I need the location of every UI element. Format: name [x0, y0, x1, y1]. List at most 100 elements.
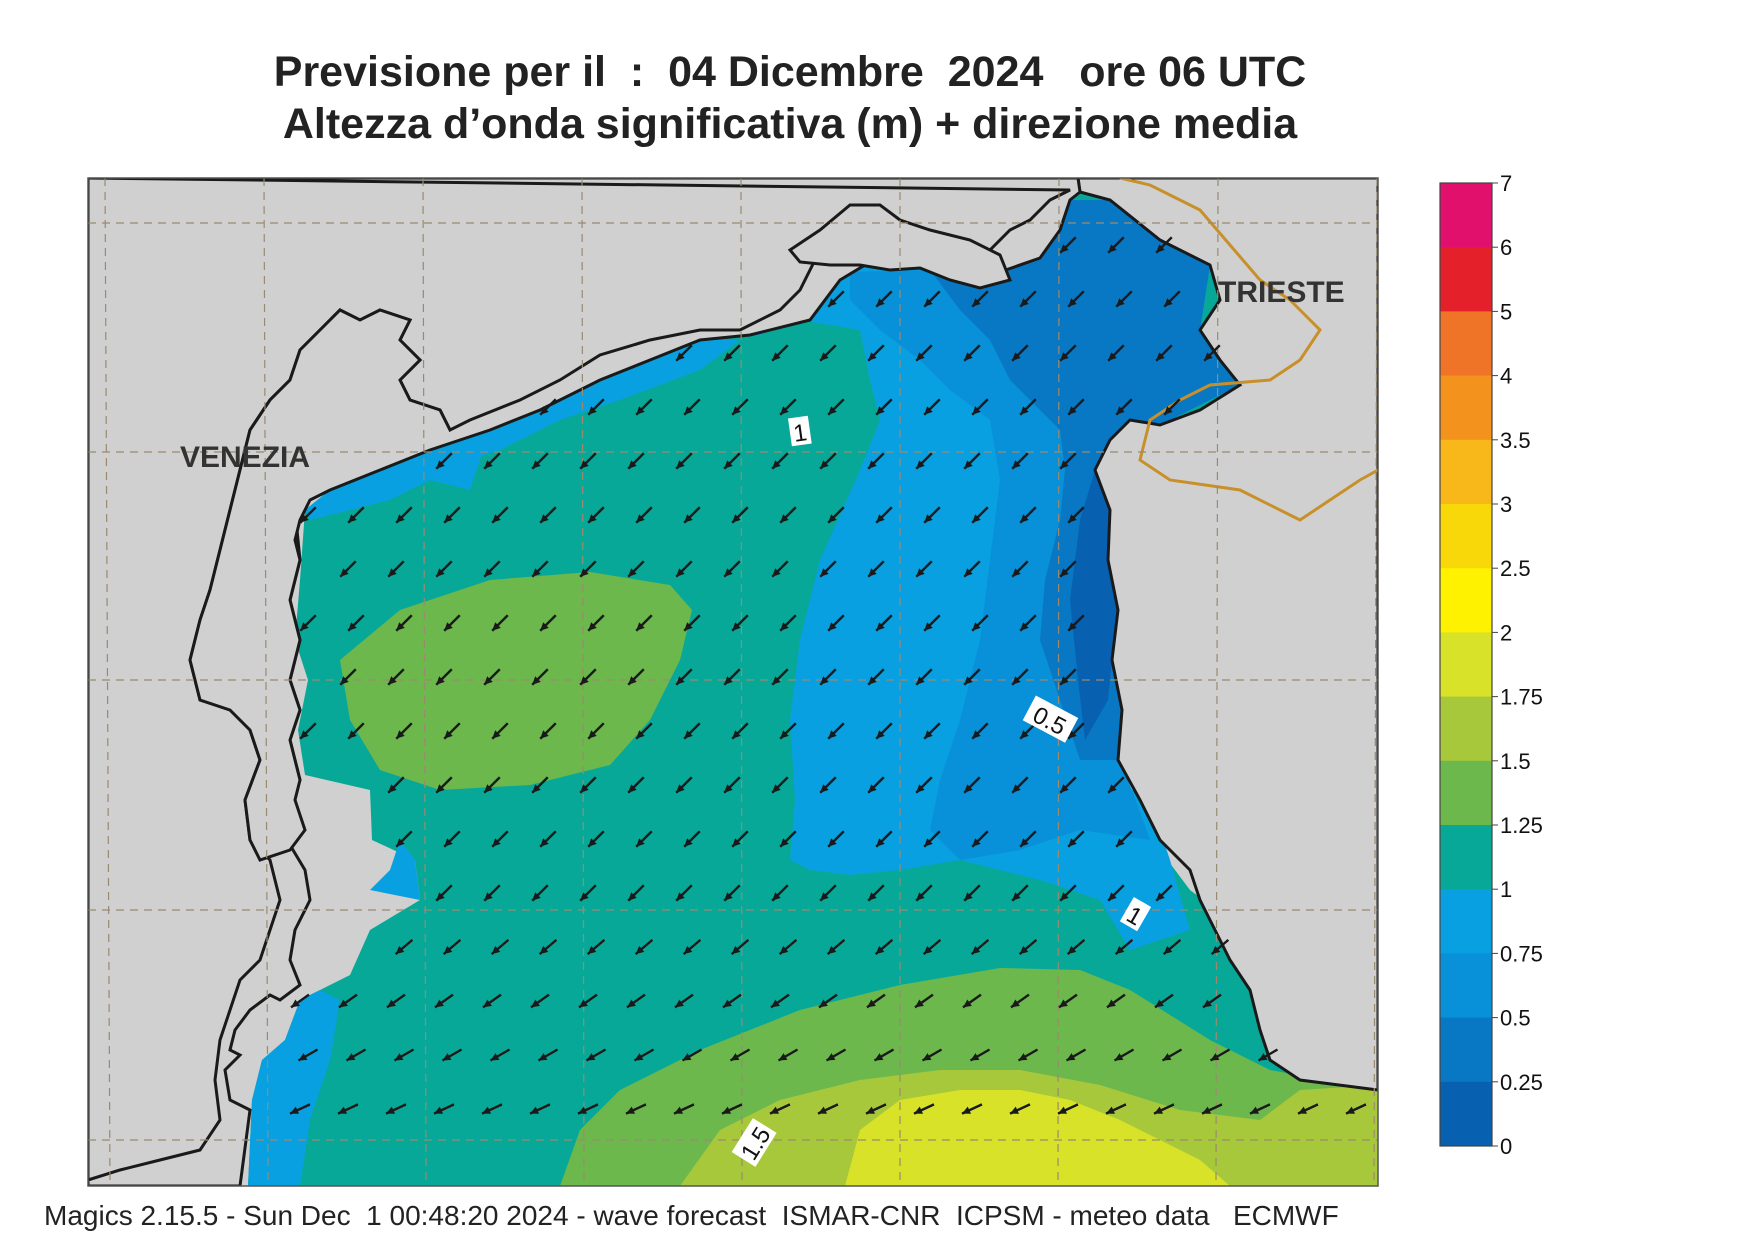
direction-arrow-head [674, 1106, 684, 1114]
direction-arrow-head [876, 406, 885, 415]
direction-arrow-head [435, 999, 444, 1008]
direction-arrow-head [436, 676, 445, 685]
svg-text:1: 1 [792, 419, 809, 448]
direction-arrow-head [876, 622, 885, 631]
direction-arrow-head [1156, 244, 1165, 253]
direction-arrow-head [820, 784, 829, 793]
direction-arrow-head [1012, 460, 1021, 469]
direction-arrow-head [972, 406, 981, 415]
direction-arrow-head [484, 892, 493, 901]
direction-arrow-head [1012, 676, 1021, 685]
direction-arrow-head [1012, 784, 1021, 793]
direction-arrow-head [1060, 892, 1069, 901]
graticule [88, 178, 1378, 1186]
direction-arrow-head [1108, 892, 1117, 901]
direction-arrow-head [1298, 1106, 1308, 1114]
legend-swatch [1440, 953, 1492, 1019]
direction-arrow-head [914, 1106, 924, 1114]
direction-arrow-head [532, 568, 541, 577]
direction-arrow-head [1250, 1106, 1260, 1114]
legend-label: 1.75 [1500, 685, 1543, 710]
direction-arrow-head [1068, 838, 1077, 847]
legend-label: 1.25 [1500, 813, 1543, 838]
direction-arrow-head [1108, 244, 1117, 253]
direction-arrow-head [1116, 406, 1125, 415]
direction-arrow-head [963, 999, 972, 1008]
legend-swatch [1440, 696, 1492, 762]
direction-arrow-head [1164, 298, 1173, 307]
direction-arrow-head [915, 999, 924, 1008]
direction-arrow-head [723, 999, 732, 1008]
direction-arrow-head [867, 999, 876, 1008]
direction-arrow-head [636, 406, 645, 415]
direction-arrow-head [683, 945, 693, 955]
direction-arrow-head [492, 622, 501, 631]
direction-arrow-head [876, 514, 885, 523]
direction-arrow-head [1060, 676, 1069, 685]
direction-arrow-head [876, 730, 885, 739]
direction-arrow-head [916, 676, 925, 685]
direction-arrow-head [300, 622, 309, 631]
direction-arrow-head [924, 514, 933, 523]
direction-arrow-head [539, 945, 549, 955]
direction-arrow-head [588, 730, 597, 739]
legend-frame [1439, 182, 1493, 1147]
direction-arrow-head [532, 892, 541, 901]
direction-arrow-head [828, 730, 837, 739]
direction-arrow-head [772, 460, 781, 469]
direction-arrow-head [628, 784, 637, 793]
direction-arrow-head [1068, 298, 1077, 307]
legend-label: 0 [1500, 1134, 1512, 1159]
direction-arrow-head [580, 784, 589, 793]
direction-arrow-head [340, 568, 349, 577]
city-label-venezia: VENEZIA [180, 441, 310, 474]
direction-arrow-head [676, 352, 685, 361]
direction-arrow-head [972, 730, 981, 739]
direction-arrow-head [1020, 406, 1029, 415]
direction-arrow-head [1258, 1053, 1268, 1061]
direction-arrow-head [626, 1106, 636, 1114]
direction-arrow-head [972, 514, 981, 523]
direction-arrow-head [298, 1053, 308, 1061]
legend-label: 1 [1500, 877, 1512, 902]
direction-arrow-head [1010, 1106, 1020, 1114]
direction-arrow-head [492, 730, 501, 739]
direction-arrow-head [532, 676, 541, 685]
direction-arrow-head [1116, 298, 1125, 307]
direction-arrow-head [820, 676, 829, 685]
legend-swatch [1440, 504, 1492, 569]
direction-arrow-head [1204, 352, 1213, 361]
direction-arrow-head [772, 676, 781, 685]
direction-arrow-head [724, 460, 733, 469]
direction-arrow-head [484, 460, 493, 469]
legend-label: 3 [1500, 492, 1512, 517]
direction-arrow-head [868, 892, 877, 901]
direction-arrow-head [730, 1053, 740, 1061]
direction-arrow-head [580, 568, 589, 577]
legend-swatch [1440, 632, 1492, 698]
legend-swatch [1440, 825, 1492, 890]
direction-arrow-head [436, 892, 445, 901]
legend-swatch [1440, 1081, 1492, 1147]
direction-arrow-head [924, 622, 933, 631]
direction-arrow-head [580, 676, 589, 685]
direction-arrow-head [484, 784, 493, 793]
direction-arrow-head [780, 622, 789, 631]
direction-arrow-head [676, 784, 685, 793]
map-area: 1 0.5 1 1.5 VENEZIA TRIESTE [88, 178, 1378, 1186]
direction-arrow-head [868, 568, 877, 577]
direction-arrow-head [732, 406, 741, 415]
direction-arrow-head [1107, 999, 1116, 1008]
direction-arrow-head [778, 1053, 788, 1061]
direction-arrow-head [628, 676, 637, 685]
direction-arrow-head [290, 1106, 300, 1114]
direction-arrow-head [395, 945, 405, 955]
direction-arrow-head [348, 730, 357, 739]
legend-label: 4 [1500, 364, 1512, 389]
direction-arrow-head [964, 460, 973, 469]
direction-arrow-head [868, 460, 877, 469]
direction-arrow-head [388, 784, 397, 793]
sea-strip-north [305, 340, 740, 510]
direction-arrow-head [540, 838, 549, 847]
direction-arrow-head [924, 298, 933, 307]
